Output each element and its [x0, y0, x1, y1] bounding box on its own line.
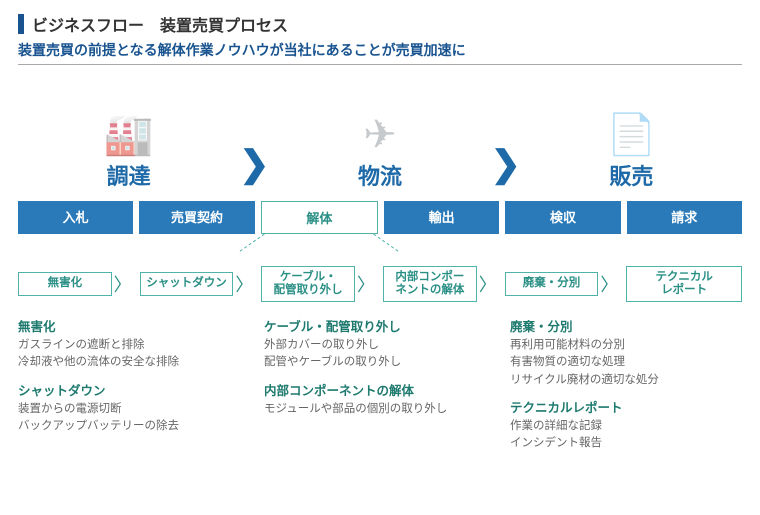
detail-line: リサイクル廃材の適切な処分 — [510, 372, 742, 389]
detail-block: ケーブル・配管取り外し外部カバーの取り外し配管やケーブルの取り外し — [264, 316, 496, 372]
detail-line: 有害物質の適切な処理 — [510, 354, 742, 371]
logistics-icon: ✈ — [363, 115, 397, 155]
expansion-lines — [18, 234, 742, 264]
detail-line: ガスラインの遮断と排除 — [18, 337, 250, 354]
detail-column: 廃棄・分別再利用可能材料の分別有害物質の適切な処理リサイクル廃材の適切な処分テク… — [510, 316, 742, 460]
sub-steps-row: 無害化〉シャットダウン〉ケーブル・配管取り外し〉内部コンポーネントの解体〉廃棄・… — [18, 264, 742, 304]
detail-heading: 内部コンポーネントの解体 — [264, 380, 496, 399]
process-step: 検収 — [505, 201, 620, 234]
stage-procurement: 🏭 調達 — [18, 115, 239, 191]
sub-step-label: ケーブル・配管取り外し — [261, 266, 355, 302]
stage-logistics: ✈ 物流 — [269, 115, 490, 191]
sub-step-label: 内部コンポーネントの解体 — [383, 266, 477, 302]
sub-step-label: テクニカルレポート — [626, 266, 742, 302]
detail-line: インシデント報告 — [510, 435, 742, 452]
stages-row: 🏭 調達 ❯ ✈ 物流 ❯ 📄 販売 — [18, 71, 742, 191]
detail-line: モジュールや部品の個別の取り外し — [264, 401, 496, 418]
detail-heading: ケーブル・配管取り外し — [264, 316, 496, 335]
divider — [18, 64, 742, 65]
chevron-right-icon: 〉 — [114, 271, 132, 297]
stage-label: 販売 — [609, 159, 653, 191]
sub-step-label: 廃棄・分別 — [505, 272, 599, 295]
page-subtitle: 装置売買の前提となる解体作業ノウハウが当社にあることが売買加速に — [18, 40, 742, 60]
page-title: ビジネスフロー 装置売買プロセス — [32, 12, 288, 36]
detail-line: 配管やケーブルの取り外し — [264, 354, 496, 371]
stage-label: 調達 — [107, 159, 151, 191]
stage-sales: 📄 販売 — [521, 115, 742, 191]
chevron-right-icon: ❯ — [491, 143, 521, 185]
sub-step-label: 無害化 — [18, 272, 112, 295]
process-step: 入札 — [18, 201, 133, 234]
detail-block: シャットダウン装置からの電源切断バックアップバッテリーの除去 — [18, 380, 250, 436]
factory-icon: 🏭 — [104, 115, 154, 155]
detail-heading: 廃棄・分別 — [510, 316, 742, 335]
stage-label: 物流 — [358, 159, 402, 191]
chevron-right-icon: ❯ — [239, 143, 269, 185]
process-step: 売買契約 — [139, 201, 254, 234]
detail-heading: 無害化 — [18, 316, 250, 335]
detail-line: 再利用可能材料の分別 — [510, 337, 742, 354]
sub-step-label: シャットダウン — [140, 272, 234, 295]
detail-block: 廃棄・分別再利用可能材料の分別有害物質の適切な処理リサイクル廃材の適切な処分 — [510, 316, 742, 389]
chevron-right-icon: 〉 — [479, 271, 497, 297]
detail-line: 外部カバーの取り外し — [264, 337, 496, 354]
detail-heading: テクニカルレポート — [510, 397, 742, 416]
detail-line: 作業の詳細な記録 — [510, 418, 742, 435]
detail-block: 無害化ガスラインの遮断と排除冷却液や他の流体の安全な排除 — [18, 316, 250, 372]
process-row: 入札売買契約解体輸出検収請求 — [18, 201, 742, 234]
detail-column: 無害化ガスラインの遮断と排除冷却液や他の流体の安全な排除シャットダウン装置からの… — [18, 316, 250, 460]
sub-step: シャットダウン〉 — [140, 264, 256, 304]
invoice-icon: 📄 — [606, 115, 656, 155]
detail-line: 冷却液や他の流体の安全な排除 — [18, 354, 250, 371]
detail-block: 内部コンポーネントの解体モジュールや部品の個別の取り外し — [264, 380, 496, 418]
detail-heading: シャットダウン — [18, 380, 250, 399]
sub-step: 廃棄・分別〉 — [505, 264, 621, 304]
detail-block: テクニカルレポート作業の詳細な記録インシデント報告 — [510, 397, 742, 453]
chevron-right-icon: 〉 — [600, 271, 618, 297]
sub-step: テクニカルレポート — [626, 264, 742, 304]
sub-step: 内部コンポーネントの解体〉 — [383, 264, 499, 304]
process-step: 解体 — [261, 201, 378, 234]
accent-bar — [18, 14, 24, 34]
process-step: 請求 — [627, 201, 742, 234]
chevron-right-icon: 〉 — [357, 271, 375, 297]
sub-step: 無害化〉 — [18, 264, 134, 304]
detail-column: ケーブル・配管取り外し外部カバーの取り外し配管やケーブルの取り外し内部コンポーネ… — [264, 316, 496, 460]
details-row: 無害化ガスラインの遮断と排除冷却液や他の流体の安全な排除シャットダウン装置からの… — [18, 316, 742, 460]
process-step: 輸出 — [384, 201, 499, 234]
chevron-right-icon: 〉 — [235, 271, 253, 297]
detail-line: 装置からの電源切断 — [18, 401, 250, 418]
sub-step: ケーブル・配管取り外し〉 — [261, 264, 377, 304]
detail-line: バックアップバッテリーの除去 — [18, 418, 250, 435]
